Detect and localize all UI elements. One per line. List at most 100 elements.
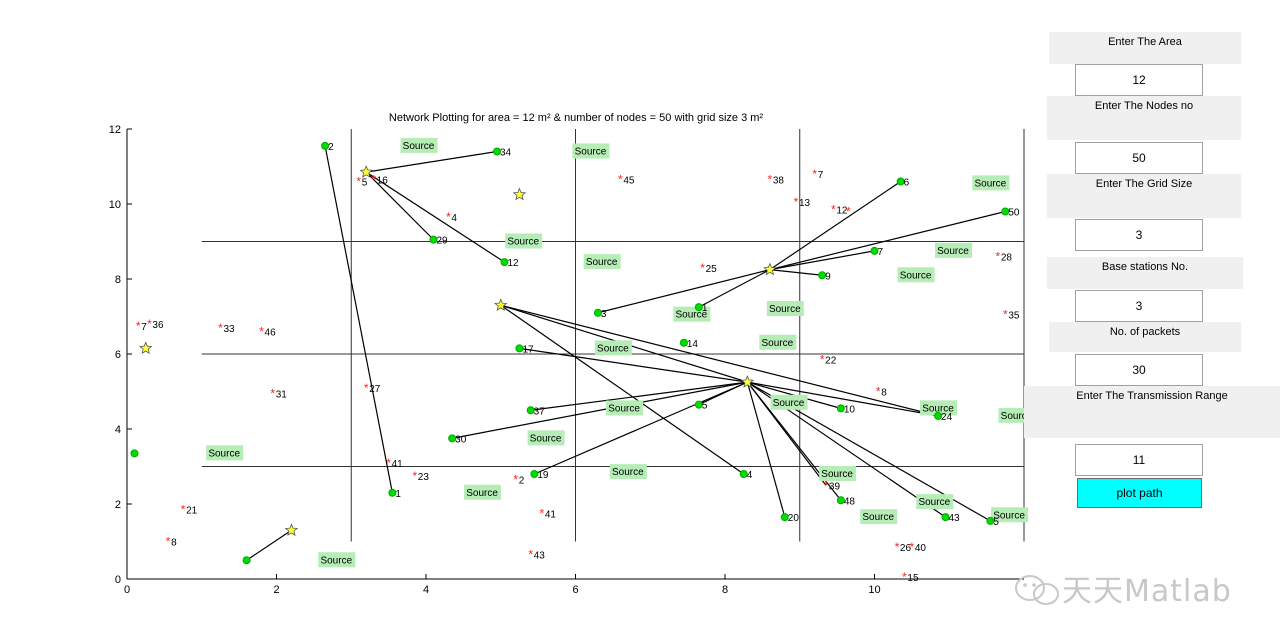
nodes-input[interactable]: 50	[1075, 142, 1203, 174]
link-line	[500, 304, 745, 475]
nodes-label: Enter The Nodes no	[1047, 96, 1241, 140]
watermark-text: 天天Matlab	[1062, 574, 1232, 609]
grid-size-label: Enter The Grid Size	[1047, 174, 1241, 218]
link-line	[365, 171, 505, 263]
cluster-node	[836, 404, 845, 413]
node-id: 21	[186, 506, 198, 517]
normal-node: *	[259, 325, 264, 339]
source-box	[934, 242, 972, 258]
cluster-node	[694, 400, 703, 409]
packets-input[interactable]: 30	[1075, 354, 1203, 386]
source-label: Source	[575, 147, 607, 158]
node-id: 1	[395, 489, 401, 500]
node-id: 50	[1008, 208, 1020, 219]
source-box	[770, 394, 808, 410]
cluster-node	[593, 308, 602, 317]
link-line	[365, 171, 434, 241]
link-line	[746, 381, 827, 486]
normal-node: *	[218, 321, 223, 335]
source-box	[972, 175, 1010, 191]
node-id: 41	[392, 459, 404, 470]
node-id: 28	[1001, 253, 1013, 264]
normal-node: *	[446, 210, 451, 224]
cluster-node	[870, 246, 879, 255]
node-id: 46	[265, 328, 277, 339]
normal-node: *	[540, 506, 545, 520]
x-tick-label: 8	[722, 584, 728, 596]
node-id: 27	[369, 384, 381, 395]
source-box	[400, 137, 438, 153]
node-id: 24	[941, 412, 953, 423]
node-id: 36	[152, 320, 164, 331]
node-id: 5	[362, 178, 368, 189]
source-label: Source	[403, 141, 435, 152]
normal-node: *	[824, 478, 829, 492]
node-id: 7	[141, 322, 147, 333]
node-id: 7	[878, 247, 884, 258]
cluster-node	[818, 271, 827, 280]
source-label: Source	[612, 467, 644, 478]
normal-node: *	[831, 203, 836, 217]
cluster-node	[448, 434, 457, 443]
x-tick-label: 4	[423, 584, 429, 596]
cluster-node	[739, 470, 748, 478]
node-id: 6	[904, 178, 910, 189]
node-id: 48	[844, 496, 856, 507]
normal-node: *	[794, 195, 799, 209]
node-id: 34	[500, 148, 512, 159]
cluster-node	[429, 235, 438, 244]
area-input[interactable]: 12	[1075, 64, 1203, 96]
area-label: Enter The Area	[1049, 32, 1241, 64]
node-id: 17	[522, 344, 534, 355]
source-box	[920, 400, 958, 416]
normal-node: *	[996, 250, 1001, 264]
source-box	[606, 400, 644, 416]
cluster-node	[388, 488, 397, 497]
source-box	[464, 484, 502, 500]
source-label: Source	[507, 237, 539, 248]
normal-node: *	[412, 469, 417, 483]
node-id: 33	[223, 324, 235, 335]
node-id: 14	[687, 339, 699, 350]
y-tick-label: 2	[115, 499, 121, 511]
y-tick-label: 12	[109, 124, 121, 136]
plot-path-button[interactable]: plot path	[1077, 478, 1202, 508]
normal-node: *	[136, 319, 141, 333]
source-box	[819, 466, 857, 481]
base-stations-input[interactable]: 3	[1075, 290, 1203, 322]
cluster-node	[515, 344, 524, 353]
normal-node: *	[356, 175, 361, 189]
node-id: 29	[436, 236, 448, 247]
source-label: Source	[586, 257, 618, 268]
plot-title: Network Plotting for area = 12 m² & numb…	[389, 112, 764, 124]
y-tick-label: 6	[115, 349, 121, 361]
node-id: 37	[534, 406, 546, 417]
link-line	[324, 145, 393, 493]
node-id: 4	[451, 213, 457, 224]
source-label: Source	[769, 304, 801, 315]
normal-node: *	[270, 386, 275, 400]
source-label: Source	[466, 488, 498, 499]
source-box	[318, 552, 356, 568]
source-label: Source	[608, 403, 640, 414]
cluster-node	[493, 147, 502, 156]
node-id: 30	[455, 434, 467, 445]
source-label: Source	[773, 398, 805, 409]
source-label: Source	[918, 497, 950, 508]
normal-node: *	[618, 173, 623, 187]
link-line	[452, 381, 748, 439]
node-id: 43	[534, 551, 546, 562]
x-tick-label: 10	[868, 584, 880, 596]
cluster-node	[500, 258, 509, 267]
node-id: 16	[377, 176, 389, 187]
link-line	[597, 269, 770, 314]
source-box	[991, 507, 1029, 523]
cluster-node	[679, 338, 688, 347]
source-box	[766, 301, 804, 316]
link-line	[519, 347, 748, 383]
source-label: Source	[821, 469, 853, 480]
transmission-range-input[interactable]: 11	[1075, 444, 1203, 476]
link-line	[534, 381, 748, 475]
source-label: Source	[900, 270, 932, 281]
grid-size-input[interactable]: 3	[1075, 219, 1203, 251]
